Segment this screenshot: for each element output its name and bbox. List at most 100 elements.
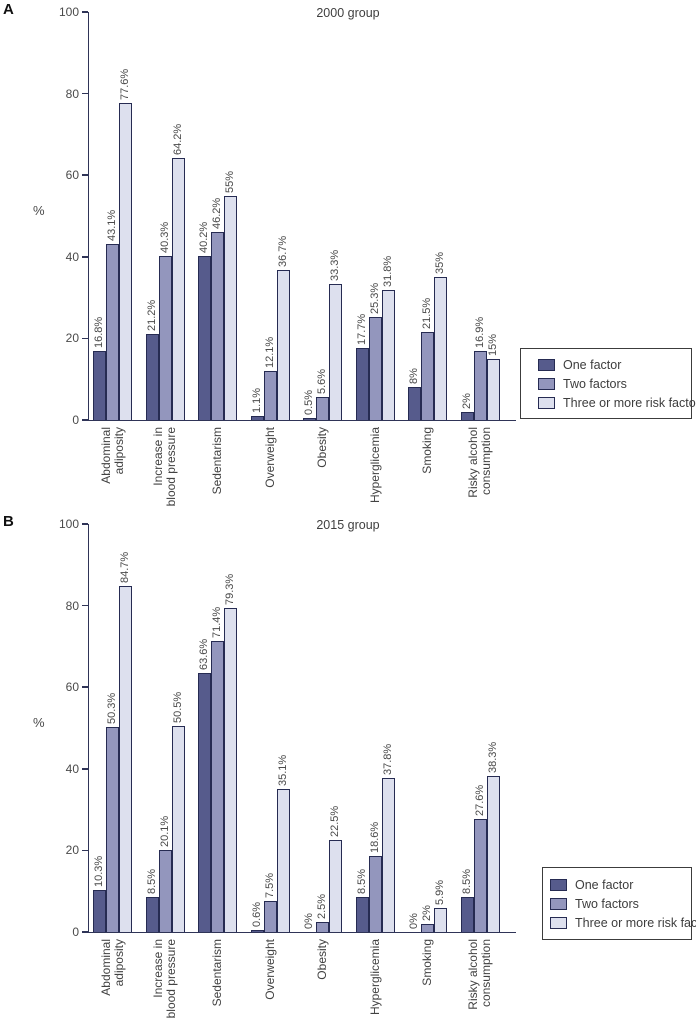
y-tick-mark [82,523,88,525]
bar-two-factors-increase-in-blood-pressure [158,255,172,420]
bar-two-factors-hyperglicemia [368,316,382,420]
y-tick-mark [82,337,88,340]
legend-swatch-icon [538,396,555,409]
bar-value-label: 0.6% [250,901,263,927]
chart-title-2000: 2000 group [316,6,380,20]
chart-title-2015: 2015 group [316,518,380,532]
bar-value-label: 50.5% [171,691,184,723]
x-category-label-risky-alcohol-consumption: Risky alcohol consumption [466,939,493,1010]
bar-two-factors-obesity [316,921,329,932]
bar-value-label: 2% [460,392,473,409]
bar-value-label: 37.8% [381,743,394,775]
bar-value-label: 0% [408,913,420,929]
legend-label: Two factors [575,896,639,911]
bar-value-label: 7.5% [263,873,276,899]
bar-three-or-more-risk-factors-increase-in-blood-pressure [171,725,185,932]
bar-value-label: 0% [303,913,315,929]
y-tick-mark [82,419,88,421]
y-tick-label: 80 [65,598,79,613]
bar-value-label: 21.5% [421,298,433,330]
y-tick-label: 100 [58,5,79,19]
bar-value-label: 8.5% [460,869,473,895]
bar-three-or-more-risk-factors-sedentarism [224,195,237,420]
legend: One factor Two factors Three or more risk … [520,348,696,419]
bar-one-factor-hyperglicemia [355,347,369,420]
x-category-label-smoking: Smoking [420,939,434,986]
bar-value-label: 64.2% [171,123,184,156]
bar-value-label: 55% [224,170,236,193]
bar-value-label: 77.6% [119,69,131,101]
y-tick-mark [82,174,88,176]
bar-value-label: 27.6% [473,785,486,817]
bar-three-or-more-risk-factors-overweight [276,270,290,420]
bar-three-or-more-risk-factors-abdominal-adiposity [119,103,132,420]
bar-three-or-more-risk-factors-risky-alcohol-consumption [486,358,500,420]
bar-value-label: 84.7% [119,552,131,584]
bar-value-label: 16.8% [93,317,105,349]
bar-one-factor-overweight [250,415,264,420]
y-tick-label: 60 [65,168,79,183]
legend-item-three-or-more-risk-factors: Three or more risk factors [550,916,696,930]
bar-value-label: 2.5% [316,893,328,919]
bar-two-factors-risky-alcohol-consumption [473,351,487,420]
x-category-label-obesity: Obesity [315,939,329,980]
bar-one-factor-obesity [303,417,316,420]
bar-value-label: 5.9% [434,879,446,905]
y-tick-label: 20 [65,331,79,346]
y-tick-mark [82,604,88,607]
bar-value-label: 36.7% [276,236,289,268]
bar-value-label: 31.8% [381,256,394,288]
y-tick-label: 100 [58,517,79,531]
legend-item-two-factors: Two factors [538,377,691,391]
bar-three-or-more-risk-factors-risky-alcohol-consumption [486,775,500,932]
y-axis-label: % [33,203,45,218]
bar-one-factor-sedentarism [198,255,211,420]
bar-value-label: 20.1% [158,815,171,847]
bar-one-factor-risky-alcohol-consumption [460,897,474,932]
y-tick-label: 40 [65,761,79,776]
bar-value-label: 33.3% [329,249,341,282]
bar-value-label: 21.2% [145,299,158,331]
plot-area [88,524,516,933]
x-category-label-abdominal-adiposity: Abdominal adiposity [98,939,126,996]
y-tick-label: 0 [72,413,79,427]
panel-b: B 2015 group % One factor Two factors Thre… [0,512,696,1024]
legend-label: One factor [563,357,622,372]
bar-value-label: 8.5% [145,869,158,895]
bar-three-or-more-risk-factors-abdominal-adiposity [119,586,132,932]
bar-value-label: 10.3% [93,855,105,887]
x-category-label-overweight: Overweight [262,939,277,1000]
legend-swatch-icon [550,897,567,910]
panel-letter-b: B [3,513,14,530]
legend-label: Three or more risk factors [563,395,696,410]
bar-value-label: 63.6% [198,638,210,670]
y-tick-mark [82,256,88,258]
y-tick-mark [82,11,88,13]
x-category-label-sedentarism: Sedentarism [210,939,224,1007]
y-tick-label: 20 [65,843,79,858]
x-category-label-hyperglicemia: Hyperglicemia [367,939,382,1016]
legend-label: Three or more risk factors [575,915,696,930]
bar-two-factors-smoking [421,923,434,932]
bar-three-or-more-risk-factors-increase-in-blood-pressure [171,158,185,420]
bar-two-factors-smoking [421,332,434,420]
bar-two-factors-overweight [263,370,277,420]
bar-three-or-more-risk-factors-sedentarism [224,608,237,932]
bar-one-factor-abdominal-adiposity [93,351,106,420]
bar-two-factors-abdominal-adiposity [106,726,119,932]
bar-value-label: 43.1% [106,209,118,242]
bar-one-factor-abdominal-adiposity [93,889,106,932]
legend-swatch-icon [550,916,567,929]
y-tick-mark [82,931,88,933]
y-tick-mark [82,686,88,688]
legend-item-one-factor: One factor [550,878,691,892]
bar-value-label: 35% [434,252,446,275]
bar-two-factors-risky-alcohol-consumption [473,819,487,932]
bar-value-label: 50.3% [106,692,118,724]
x-category-label-increase-in-blood-pressure: Increase in blood pressure [151,939,178,1019]
bar-value-label: 15% [486,333,499,356]
y-tick-label: 40 [65,249,79,264]
bar-one-factor-increase-in-blood-pressure [145,897,159,932]
y-tick-mark [82,849,88,852]
bar-one-factor-overweight [250,929,264,932]
